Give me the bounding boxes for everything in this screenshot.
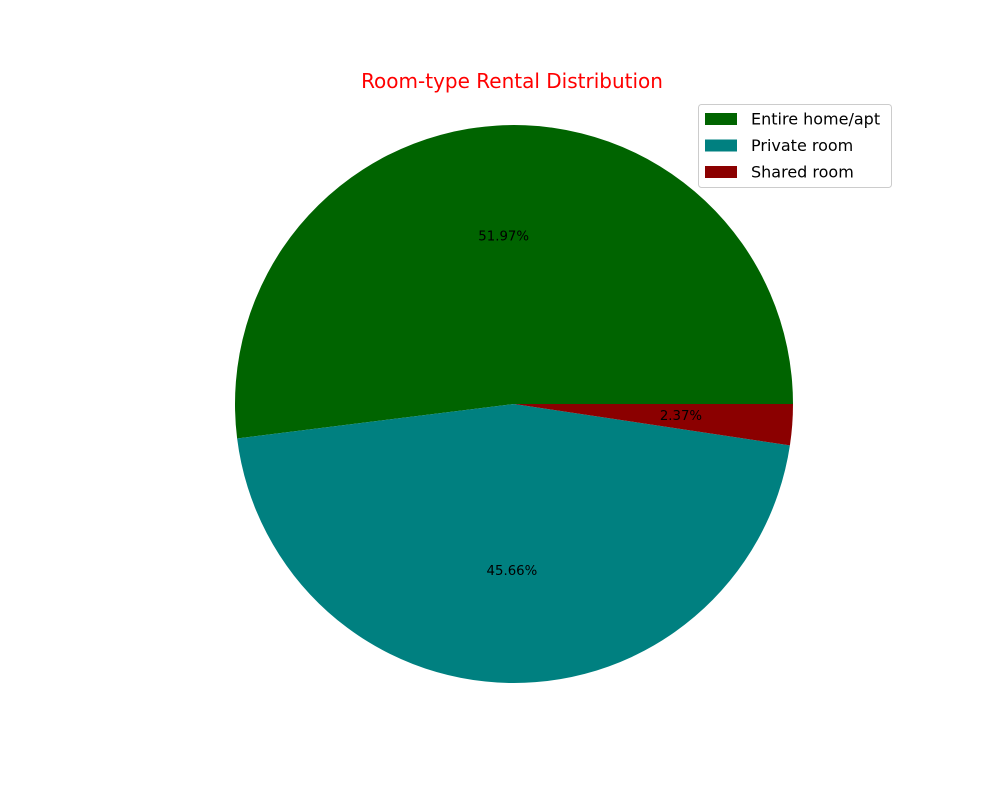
chart-title: Room-type Rental Distribution xyxy=(361,69,663,93)
legend-swatch-entire-home-apt xyxy=(705,113,737,125)
pie-slice-private-room xyxy=(237,404,790,684)
pie-percentage-labels: 51.97% 45.66% 2.37% xyxy=(478,229,702,578)
pie-slices xyxy=(234,125,793,684)
pct-label-private-room: 45.66% xyxy=(487,564,538,579)
pie-slice-entire-home-apt xyxy=(234,125,793,439)
legend-label-shared-room: Shared room xyxy=(751,163,854,182)
pct-label-shared-room: 2.37% xyxy=(660,409,702,424)
legend-swatch-shared-room xyxy=(705,166,737,178)
legend-label-private-room: Private room xyxy=(751,136,853,155)
legend-swatch-private-room xyxy=(705,139,737,152)
legend-label-entire-home-apt: Entire home/apt xyxy=(751,110,880,129)
legend-frame xyxy=(698,104,892,188)
pie-slice-shared-room xyxy=(514,404,793,446)
chart-legend: Entire home/apt Private room Shared room xyxy=(698,104,892,188)
pct-label-entire-home-apt: 51.97% xyxy=(478,229,529,244)
